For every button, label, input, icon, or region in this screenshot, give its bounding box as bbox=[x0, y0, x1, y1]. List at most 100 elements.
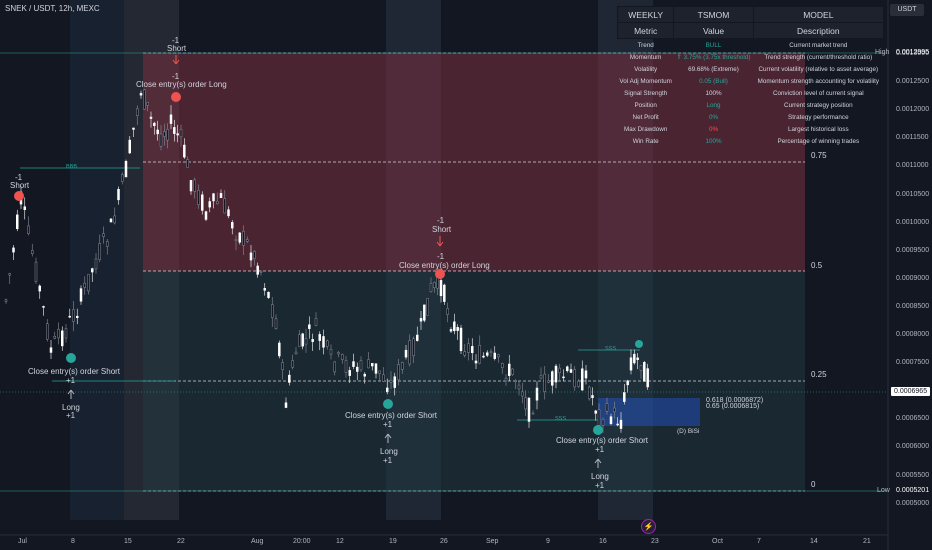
candle-body bbox=[156, 129, 159, 135]
candle-body bbox=[588, 386, 591, 400]
candle-body bbox=[106, 241, 109, 247]
fib-small-label: 0.65 (0.0006815) bbox=[706, 403, 760, 410]
candle-body bbox=[535, 387, 539, 401]
candle-body bbox=[501, 363, 504, 368]
time-tick-label: 23 bbox=[651, 538, 659, 545]
candle-body bbox=[489, 351, 493, 353]
candle-body bbox=[613, 407, 616, 413]
price-tick-label: 0.0005000 bbox=[896, 499, 930, 507]
fib-label: 0.25 bbox=[811, 370, 827, 379]
description-cell: Trend strength (current/threshold ratio) bbox=[764, 53, 873, 61]
fib-label: 0.75 bbox=[811, 151, 827, 160]
candle-body bbox=[301, 333, 304, 347]
candle-body bbox=[253, 251, 256, 259]
candle-body bbox=[524, 397, 527, 410]
short-arrows bbox=[172, 55, 444, 247]
candle-body bbox=[443, 284, 446, 302]
signal-value: -1 bbox=[15, 173, 23, 182]
candle-body bbox=[263, 288, 266, 291]
candle-body bbox=[401, 362, 404, 370]
candle-body bbox=[46, 323, 49, 340]
time-tick-label: 9 bbox=[546, 538, 550, 545]
candle-body bbox=[179, 128, 183, 138]
candles bbox=[4, 89, 649, 436]
candle-body bbox=[554, 365, 558, 383]
value-cell: 0% bbox=[708, 113, 719, 121]
candle-body bbox=[408, 340, 411, 365]
candle-body bbox=[219, 193, 223, 198]
candle-body bbox=[231, 222, 234, 229]
candle-body bbox=[539, 375, 543, 379]
candle-body bbox=[558, 367, 561, 373]
value-cell: Long bbox=[706, 101, 721, 109]
candle-body bbox=[378, 370, 381, 374]
candle-body bbox=[38, 285, 41, 292]
candle-body bbox=[322, 336, 325, 348]
close-long-marker-icon bbox=[435, 269, 445, 279]
price-tick-label: 0.0010500 bbox=[896, 190, 930, 198]
price-tick-label: 0.0012000 bbox=[896, 106, 930, 114]
candle-body bbox=[91, 268, 94, 273]
time-tick-label: 8 bbox=[71, 538, 75, 545]
candle-body bbox=[234, 239, 238, 242]
candle-body bbox=[527, 397, 531, 422]
candle-body bbox=[121, 174, 124, 182]
time-tick-label: 12 bbox=[336, 538, 344, 545]
signal-value: +1 bbox=[66, 376, 76, 385]
candle-body bbox=[467, 343, 470, 353]
description-cell: Conviction level of current signal bbox=[772, 89, 864, 97]
turtle-icon bbox=[635, 340, 643, 348]
metric-cell: Position bbox=[634, 101, 657, 109]
metric-cell: Net Profit bbox=[632, 113, 659, 121]
time-tick-label: 15 bbox=[124, 538, 132, 545]
candle-body bbox=[352, 361, 355, 367]
candle-body bbox=[356, 366, 359, 372]
candle-body bbox=[633, 353, 636, 364]
candle-body bbox=[511, 368, 514, 375]
candle-body bbox=[132, 127, 135, 130]
candle-body bbox=[341, 354, 344, 360]
tradingview-logo-icon[interactable]: ⚡ bbox=[641, 519, 656, 534]
candle-body bbox=[149, 116, 153, 119]
candle-body bbox=[94, 258, 98, 270]
metric-cell: Max Drawdown bbox=[623, 125, 668, 133]
price-tick-label: 0.0009000 bbox=[896, 274, 930, 282]
candle-body bbox=[597, 409, 601, 426]
candle-body bbox=[569, 369, 573, 373]
candle-body bbox=[639, 365, 643, 371]
signal-value: +1 bbox=[595, 445, 605, 454]
fib-label: 0.5 bbox=[811, 261, 823, 270]
liquidity-label: SSS bbox=[605, 346, 617, 352]
candle-body bbox=[109, 218, 113, 223]
candle-body bbox=[12, 247, 15, 253]
candle-body bbox=[311, 339, 314, 342]
signal-value: +1 bbox=[383, 420, 393, 429]
candle-body bbox=[256, 265, 259, 275]
candle-body bbox=[416, 334, 419, 341]
candle-body bbox=[53, 336, 56, 339]
candle-body bbox=[397, 364, 400, 380]
price-tick-label: 0.0012500 bbox=[896, 78, 930, 86]
candle-body bbox=[646, 368, 649, 388]
fib-label: 0 bbox=[811, 480, 816, 489]
description-cell: Current market trend bbox=[789, 41, 848, 49]
symbol-title[interactable]: SNEK / USDT, 12h, MEXC bbox=[5, 4, 100, 13]
candle-body bbox=[146, 102, 149, 106]
candle-body bbox=[314, 318, 318, 326]
candle-body bbox=[359, 360, 363, 371]
time-tick-label: 19 bbox=[389, 538, 397, 545]
candle-body bbox=[208, 201, 211, 208]
candle-body bbox=[183, 144, 186, 158]
candle-body bbox=[284, 402, 288, 408]
long-marker-icon bbox=[66, 353, 76, 363]
metric-cell: Vol Adj Momentum bbox=[619, 77, 672, 85]
currency-button[interactable]: USDT bbox=[890, 4, 924, 16]
candle-body bbox=[543, 373, 546, 392]
high-value: 0.0012995 bbox=[896, 49, 930, 56]
candle-body bbox=[371, 363, 374, 367]
candle-body bbox=[329, 349, 333, 355]
candle-body bbox=[274, 318, 278, 329]
candle-body bbox=[304, 338, 308, 345]
signal-value: +1 bbox=[66, 411, 76, 420]
